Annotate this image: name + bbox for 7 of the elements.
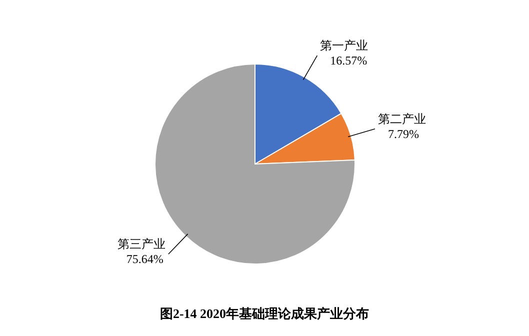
slice-label: 第二产业	[378, 112, 426, 126]
data-label: 75.64%	[126, 252, 164, 266]
data-label: 7.79%	[388, 126, 419, 141]
data-label: 16.57%	[330, 54, 368, 68]
slice-label: 第一产业	[320, 38, 368, 53]
text: 图2-14 2020年基础理论成果产业分布	[160, 306, 370, 321]
slice-label: 第三产业	[117, 237, 166, 252]
